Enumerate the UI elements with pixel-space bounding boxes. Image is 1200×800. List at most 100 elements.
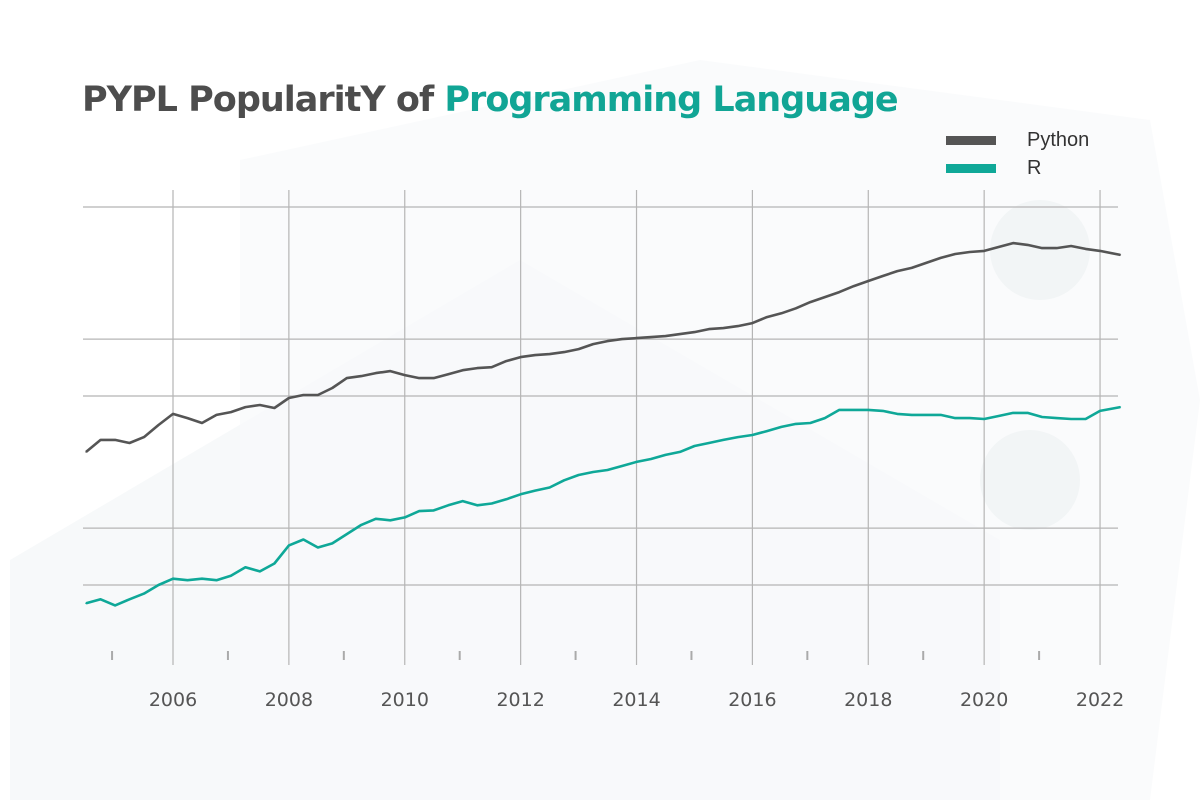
data-point-r xyxy=(403,516,406,519)
data-point-python xyxy=(780,312,783,315)
legend-swatch-r xyxy=(946,163,996,173)
data-point-python xyxy=(259,404,261,406)
data-point-python xyxy=(490,366,493,369)
data-point-r xyxy=(534,489,536,492)
data-point-r xyxy=(1119,406,1122,408)
data-point-python xyxy=(766,316,768,318)
data-point-python xyxy=(606,340,609,342)
x-tick-label: 2010 xyxy=(381,689,429,711)
x-tick-label: 2012 xyxy=(496,689,544,711)
data-point-r xyxy=(838,409,841,411)
data-point-r xyxy=(650,458,652,460)
data-point-python xyxy=(1099,250,1101,252)
data-point-r xyxy=(476,504,478,507)
data-point-r xyxy=(490,502,493,505)
data-point-r xyxy=(288,544,290,547)
data-point-python xyxy=(664,335,667,337)
data-point-r xyxy=(317,546,319,549)
x-tick-label: 2008 xyxy=(265,689,313,711)
legend-label-r: R xyxy=(1027,156,1042,179)
data-point-r xyxy=(128,598,131,601)
data-point-r xyxy=(1084,418,1087,420)
data-point-r xyxy=(157,584,160,586)
data-point-r xyxy=(374,518,377,520)
data-point-r xyxy=(186,579,189,582)
data-point-python xyxy=(881,275,884,277)
data-point-python xyxy=(751,322,754,324)
data-point-r xyxy=(215,579,218,582)
data-point-python xyxy=(592,343,594,345)
data-point-python xyxy=(563,351,565,353)
data-point-r xyxy=(737,436,739,438)
data-point-r xyxy=(867,409,870,411)
legend-item-r: R xyxy=(946,154,1089,182)
data-point-r xyxy=(85,602,87,605)
data-point-python xyxy=(896,270,899,272)
data-point-python xyxy=(809,301,812,303)
data-point-r xyxy=(230,574,232,577)
data-point-r xyxy=(896,413,899,415)
data-point-r xyxy=(172,577,174,580)
data-point-r xyxy=(331,542,334,545)
data-point-r xyxy=(621,465,623,467)
data-point-r xyxy=(201,577,203,580)
data-point-python xyxy=(824,296,826,298)
data-point-python xyxy=(244,406,247,408)
data-point-python xyxy=(418,377,421,379)
data-point-python xyxy=(722,327,725,329)
data-point-python xyxy=(201,422,203,424)
x-tick-label: 2006 xyxy=(149,689,197,711)
data-point-python xyxy=(1012,242,1014,244)
data-point-python xyxy=(519,356,522,358)
data-point-r xyxy=(1099,410,1101,412)
data-point-r xyxy=(968,417,971,419)
series-line-r xyxy=(85,405,1121,607)
data-point-r xyxy=(910,414,913,416)
data-point-python xyxy=(403,374,406,376)
data-point-python xyxy=(346,377,348,379)
data-point-r xyxy=(983,418,985,420)
data-point-r xyxy=(548,486,551,489)
legend-swatch-python xyxy=(946,135,996,145)
data-point-python xyxy=(954,253,956,255)
data-point-python xyxy=(186,417,189,419)
data-point-python xyxy=(621,338,623,340)
data-point-r xyxy=(447,504,450,507)
data-point-python xyxy=(983,250,985,252)
data-point-r xyxy=(519,493,522,496)
data-point-python xyxy=(114,439,116,441)
data-point-r xyxy=(592,471,594,473)
data-point-r xyxy=(780,426,783,428)
data-point-python xyxy=(215,414,218,416)
data-point-python xyxy=(288,397,290,399)
data-point-python xyxy=(389,370,392,372)
data-point-r xyxy=(99,598,102,601)
data-point-r xyxy=(606,469,609,471)
data-point-python xyxy=(635,337,638,339)
data-point-r xyxy=(881,410,884,412)
data-point-python xyxy=(99,439,102,441)
data-point-python xyxy=(548,353,551,355)
title-highlight: Programming Language xyxy=(444,80,898,120)
x-tick-label: 2022 xyxy=(1076,689,1124,711)
data-point-r xyxy=(259,570,261,573)
data-point-python xyxy=(476,367,478,369)
legend-item-python: Python xyxy=(946,126,1089,154)
data-point-python xyxy=(172,413,174,415)
data-point-r xyxy=(809,422,812,424)
data-point-python xyxy=(128,442,131,444)
data-point-python xyxy=(273,407,276,409)
data-point-r xyxy=(302,538,305,541)
data-point-python xyxy=(157,424,160,426)
data-point-python xyxy=(910,267,913,269)
chart-title: PYPL PopularitY of Programming Language xyxy=(82,80,899,120)
data-point-python xyxy=(997,246,1000,248)
legend-label-python: Python xyxy=(1027,128,1090,151)
data-point-r xyxy=(693,445,696,447)
data-point-r xyxy=(1070,418,1072,420)
data-point-python xyxy=(1055,247,1058,249)
data-point-python xyxy=(447,373,450,376)
data-point-python xyxy=(317,394,319,396)
data-point-python xyxy=(650,336,652,338)
x-tick-label: 2014 xyxy=(612,689,660,711)
